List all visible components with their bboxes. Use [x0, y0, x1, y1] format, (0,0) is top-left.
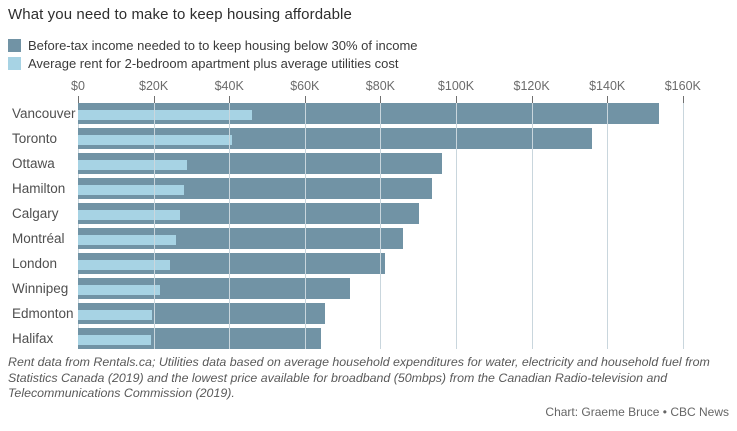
gridline [78, 103, 79, 349]
x-axis-tick-label: $60K [290, 79, 320, 93]
legend-swatch-rent [8, 56, 21, 70]
x-axis-tick-label: $80K [365, 79, 395, 93]
city-label-edmonton: Edmonton [12, 306, 74, 321]
x-axis-tick-label: $20K [138, 79, 169, 93]
rent-bar-winnipeg [78, 285, 160, 295]
rent-bar-vancouver [78, 110, 253, 120]
gridline [531, 103, 533, 349]
rent-bar-edmonton [78, 310, 153, 320]
rent-bar-toronto [78, 135, 233, 145]
x-axis-tick-mark [531, 96, 533, 103]
rent-bar-london [78, 260, 171, 270]
legend-item-rent: Average rent for 2-bedroom apartment plu… [8, 54, 418, 72]
city-label-winnipeg: Winnipeg [12, 281, 69, 296]
legend: Before-tax income needed to to keep hous… [8, 36, 418, 72]
gridline [456, 103, 457, 349]
x-axis-tick-mark [304, 96, 306, 103]
x-axis-tick-mark [380, 96, 382, 103]
page-title: What you need to make to keep housing af… [8, 6, 352, 23]
x-axis-tick-label: $100K [437, 79, 475, 93]
x-axis-tick-mark [682, 96, 684, 103]
gridline [304, 103, 306, 349]
x-axis-tick-mark [607, 96, 609, 103]
rent-bar-calgary [78, 210, 181, 220]
x-axis-tick-label: $120K [513, 79, 550, 93]
city-label-toronto: Toronto [12, 131, 58, 146]
x-axis-tick-label: $40K [214, 79, 244, 93]
city-label-london: London [12, 256, 58, 271]
rent-bar-ottawa [78, 160, 188, 170]
rent-bar-montreal [78, 235, 176, 245]
x-axis-tick-mark [456, 96, 457, 103]
chart-credit: Chart: Graeme Bruce • CBC News [545, 405, 729, 419]
footnote: Rent data from Rentals.ca; Utilities dat… [8, 355, 710, 400]
rent-bar-halifax [78, 335, 151, 345]
x-axis-tick-mark [153, 96, 155, 103]
gridline [153, 103, 155, 349]
x-axis-tick-label: $140K [589, 79, 626, 93]
city-label-montreal: Montréal [12, 231, 65, 246]
legend-label: Before-tax income needed to to keep hous… [28, 37, 418, 53]
rent-bar-hamilton [78, 185, 185, 195]
legend-item-income: Before-tax income needed to to keep hous… [8, 36, 418, 54]
city-label-vancouver: Vancouver [12, 106, 76, 121]
gridline [380, 103, 382, 349]
city-label-hamilton: Hamilton [12, 181, 66, 196]
gridline [229, 103, 231, 349]
legend-swatch-income [8, 38, 21, 52]
x-axis-tick-mark [78, 96, 79, 103]
gridline [607, 103, 609, 349]
x-axis-tick-mark [229, 96, 231, 103]
city-label-halifax: Halifax [12, 331, 54, 346]
gridline [682, 103, 684, 349]
city-label-ottawa: Ottawa [12, 156, 55, 171]
x-axis-tick-label: $0 [71, 79, 85, 93]
city-label-calgary: Calgary [12, 206, 59, 221]
legend-label: Average rent for 2-bedroom apartment plu… [28, 55, 399, 71]
x-axis-tick-label: $160K [664, 79, 701, 93]
